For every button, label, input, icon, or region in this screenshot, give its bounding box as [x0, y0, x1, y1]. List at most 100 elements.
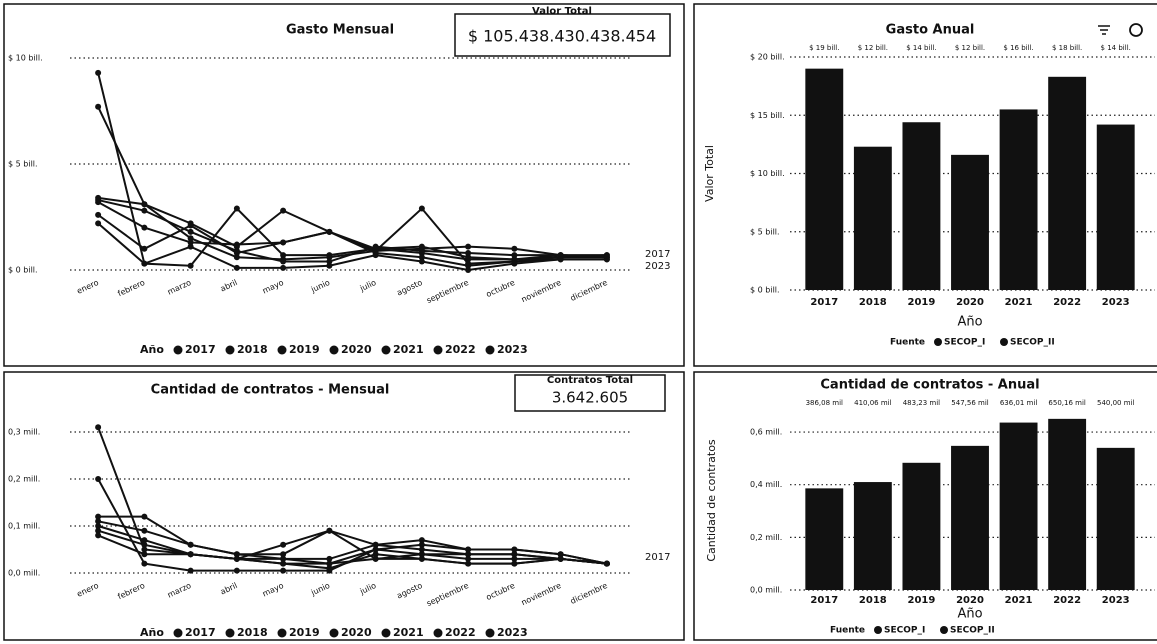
series-line [97, 222, 607, 272]
series-line [97, 534, 607, 570]
kpi-card [454, 13, 671, 57]
value-label: $ 14 bill. [1101, 44, 1131, 52]
data-point [280, 258, 287, 265]
bar [951, 154, 989, 290]
data-point [233, 555, 240, 562]
data-point [603, 256, 610, 263]
expand-icon[interactable] [1129, 23, 1143, 37]
data-point [557, 555, 564, 562]
legend-title: Año [140, 626, 164, 639]
data-point [511, 555, 518, 562]
chart-title: Cantidad de contratos - Anual [820, 378, 1039, 393]
legend-label: 2017 [185, 343, 216, 356]
y-tick-label: 0,3 mill. [8, 428, 40, 437]
data-point [511, 551, 518, 558]
data-point [280, 252, 287, 259]
bar [805, 68, 844, 291]
data-point [511, 260, 518, 267]
data-point [187, 541, 194, 548]
data-point [418, 546, 425, 553]
y-axis-title: Cantidad de contratos [705, 439, 718, 562]
x-tick-label: 2017 [810, 297, 838, 308]
data-point [465, 262, 472, 269]
y-tick-label: 0,0 mill. [8, 569, 40, 578]
value-label: 410,06 mil [854, 399, 891, 407]
series-line [97, 529, 607, 565]
data-point [280, 207, 287, 214]
bar [805, 488, 844, 590]
data-point [418, 555, 425, 562]
data-point [95, 220, 102, 227]
end-label: 2017 [645, 249, 670, 260]
bar [902, 462, 941, 590]
legend-marker [173, 345, 183, 355]
data-point [141, 260, 148, 267]
toolbar-icons[interactable] [1098, 23, 1143, 37]
data-point [141, 537, 148, 544]
data-point [511, 245, 518, 252]
legend-marker [225, 628, 235, 638]
data-point [95, 103, 102, 110]
y-tick-label: 0,0 mill. [750, 586, 782, 595]
data-point [141, 201, 148, 208]
legend-marker [381, 628, 391, 638]
data-point [141, 560, 148, 567]
y-tick-label: 0,2 mill. [8, 475, 40, 484]
data-point [233, 551, 240, 558]
data-point [511, 546, 518, 553]
data-point [418, 243, 425, 250]
data-point [326, 555, 333, 562]
y-tick-label: 0,6 mill. [750, 428, 782, 437]
data-point [511, 256, 518, 263]
y-tick-label: 0,1 mill. [8, 522, 40, 531]
data-point [141, 546, 148, 553]
series-line [97, 199, 607, 263]
chart-title: Gasto Mensual [286, 23, 394, 38]
x-tick-label: 2022 [1053, 595, 1081, 606]
legend-label: 2022 [445, 343, 476, 356]
data-point [511, 560, 518, 567]
legend-label: 2020 [341, 626, 372, 639]
data-point [326, 254, 333, 261]
data-point [372, 243, 379, 250]
data-point [187, 235, 194, 242]
filter-icon[interactable] [1098, 25, 1110, 35]
series-line [98, 515, 608, 565]
data-point [372, 546, 379, 553]
data-point [187, 567, 194, 574]
legend-title: Fuente [890, 338, 925, 348]
x-tick-label: 2023 [1102, 595, 1130, 606]
legend-marker [173, 628, 183, 638]
data-point [187, 228, 194, 235]
data-point [326, 527, 333, 534]
legend-title: Año [140, 343, 164, 356]
legend-label: 2019 [289, 626, 320, 639]
data-point [465, 254, 472, 261]
kpi-label: Contratos Total [547, 375, 633, 386]
legend-label: SECOP_II [1010, 338, 1055, 348]
data-point [280, 239, 287, 246]
data-point [187, 239, 194, 246]
kpi-value: $ 105.438.430.438.454 [468, 27, 656, 46]
legend-label: 2018 [237, 343, 268, 356]
data-point [557, 252, 564, 259]
data-point [326, 262, 333, 269]
legend-label: 2022 [445, 626, 476, 639]
legend-marker [381, 345, 391, 355]
data-point [95, 211, 102, 218]
bar [999, 109, 1038, 290]
kpi-card [514, 374, 666, 412]
y-tick-label: 0,2 mill. [750, 533, 782, 542]
kpi-value: 3.642.605 [552, 389, 628, 407]
data-point [372, 541, 379, 548]
x-tick-label: 2019 [908, 595, 936, 606]
value-label: $ 16 bill. [1003, 44, 1033, 52]
y-tick-label: $ 15 bill. [750, 111, 785, 120]
value-label: $ 18 bill. [1052, 44, 1082, 52]
data-point [465, 250, 472, 257]
data-point [418, 541, 425, 548]
legend-marker [277, 628, 287, 638]
legend-label: SECOP_I [884, 626, 925, 636]
legend-label: SECOP_II [950, 626, 995, 636]
x-tick-label: 2022 [1053, 297, 1081, 308]
